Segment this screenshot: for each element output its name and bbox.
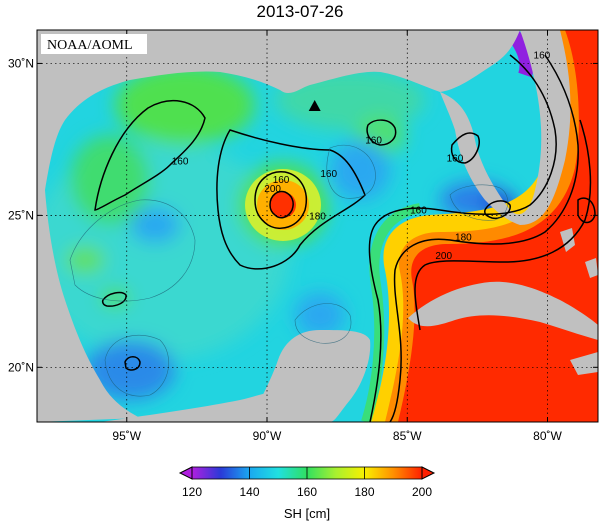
contour-value: 180 (455, 233, 472, 244)
contour-label-5: 160 (534, 50, 551, 61)
y-tick-label: 20˚N (8, 360, 34, 374)
colorbar-title: SH [cm] (284, 506, 330, 521)
contour-value: 200 (435, 251, 452, 262)
contour-value: 160 (273, 175, 290, 186)
land (37, 30, 598, 422)
y-tick-label: 25˚N (8, 208, 34, 222)
contour-label-9: 200 (264, 184, 281, 195)
x-tick-label: 95˚W (112, 429, 141, 443)
contour-value: 160 (172, 157, 189, 168)
colorbar-right-arrow (421, 466, 436, 480)
contour-label-8: 180 (309, 211, 326, 222)
y-tick-label: 30˚N (8, 56, 34, 70)
colorbar-tick-label: 120 (182, 485, 202, 499)
contour-label-7: 180 (455, 233, 472, 244)
contour-value: 180 (309, 211, 326, 222)
contour-value: 200 (264, 184, 281, 195)
axis-ticks: 95˚W 90˚W 85˚W 80˚W 30˚N 25˚N 20˚N (8, 30, 598, 443)
x-tick-label: 85˚W (393, 429, 422, 443)
contour-label-0: 160 (172, 157, 189, 168)
x-tick-label: 90˚W (253, 429, 282, 443)
colorbar-tick-label: 160 (297, 485, 317, 499)
contour-value: 160 (365, 135, 382, 146)
contour-value: 160 (447, 154, 464, 165)
contour-label-2: 160 (320, 169, 337, 180)
triangle-marker (308, 99, 321, 111)
contour-label-6: 160 (410, 205, 427, 216)
source-box (41, 34, 147, 54)
source-label: NOAA/AOML (47, 38, 133, 53)
x-tick-label: 80˚W (533, 429, 562, 443)
contour-label-3: 160 (365, 135, 382, 146)
colorbar: 120 140 160 180 200 SH [cm] (178, 466, 436, 521)
contour-value: 160 (410, 205, 427, 216)
gridlines (37, 30, 598, 422)
contour-value: 160 (320, 169, 337, 180)
contours (94, 54, 596, 422)
contour-label-10: 200 (435, 251, 452, 262)
colorbar-tick-label: 200 (412, 485, 432, 499)
map-title: 2013-07-26 (256, 2, 344, 21)
colorbar-tick-label: 140 (239, 485, 259, 499)
minor-contours (69, 144, 508, 397)
contour-label-4: 160 (447, 154, 464, 165)
contour-label-1: 160 (273, 175, 290, 186)
contour-value: 160 (534, 50, 551, 61)
map-frame (36, 29, 599, 423)
colorbar-tick-label: 180 (354, 485, 374, 499)
colorbar-left-arrow (178, 466, 193, 480)
